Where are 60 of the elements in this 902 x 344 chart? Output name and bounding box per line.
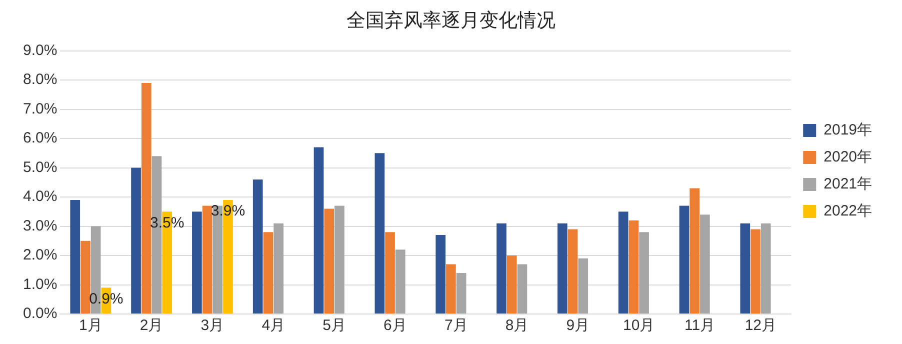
bar (131, 168, 141, 314)
bar (568, 229, 578, 314)
bar (314, 147, 324, 314)
bar (557, 223, 568, 314)
y-tick-label: 8.0% (22, 71, 58, 88)
bar (679, 206, 690, 314)
chart-title: 全国弃风率逐月变化情况 (346, 10, 556, 32)
legend-label: 2022年 (824, 202, 872, 220)
bar (496, 223, 506, 314)
y-tick-label: 7.0% (22, 100, 58, 118)
bar (740, 223, 750, 314)
y-tick-label: 5.0% (22, 158, 58, 176)
y-tick-label: 6.0% (22, 130, 58, 147)
y-tick-label: 3.0% (22, 217, 58, 234)
bar (750, 229, 760, 314)
bar (80, 240, 90, 314)
bar (374, 153, 385, 314)
bar (252, 179, 263, 314)
x-tick-label: 3月 (200, 317, 224, 334)
x-tick-label: 2月 (140, 317, 164, 334)
bar (456, 273, 466, 314)
bar (141, 82, 152, 314)
bar (618, 212, 628, 314)
bar (628, 220, 639, 314)
x-tick-label: 6月 (384, 317, 407, 334)
x-tick-label: 12月 (744, 317, 777, 334)
bar (700, 214, 710, 314)
legend-label: 2020年 (824, 148, 872, 166)
y-tick-label: 4.0% (22, 188, 58, 206)
bar (446, 264, 456, 314)
y-tick-label: 1.0% (22, 276, 58, 293)
bar (70, 200, 80, 314)
x-tick-label: 5月 (322, 317, 346, 334)
bar (690, 188, 700, 314)
bar (334, 206, 344, 314)
x-tick-label: 9月 (566, 317, 590, 334)
bar (202, 206, 212, 314)
bar (506, 256, 517, 314)
bar (639, 232, 649, 314)
bar (395, 250, 406, 314)
x-tick-label: 8月 (505, 317, 529, 334)
bar (517, 264, 528, 314)
bar (578, 258, 588, 314)
bar (274, 223, 284, 314)
bar (760, 223, 771, 314)
bar (263, 232, 274, 314)
y-tick-label: 0.0% (22, 305, 58, 322)
y-tick-label: 9.0% (22, 42, 58, 59)
x-tick-label: 10月 (623, 317, 655, 334)
bar (324, 208, 334, 314)
legend-label: 2019年 (824, 122, 872, 139)
x-tick-label: 7月 (444, 317, 468, 334)
bar (192, 212, 202, 314)
bar (436, 235, 446, 314)
x-tick-label: 1月 (78, 317, 102, 334)
legend-label: 2021年 (824, 176, 872, 193)
bar (385, 232, 395, 314)
y-tick-label: 2.0% (22, 246, 58, 264)
x-tick-label: 11月 (684, 317, 716, 334)
x-tick-label: 4月 (262, 317, 286, 334)
